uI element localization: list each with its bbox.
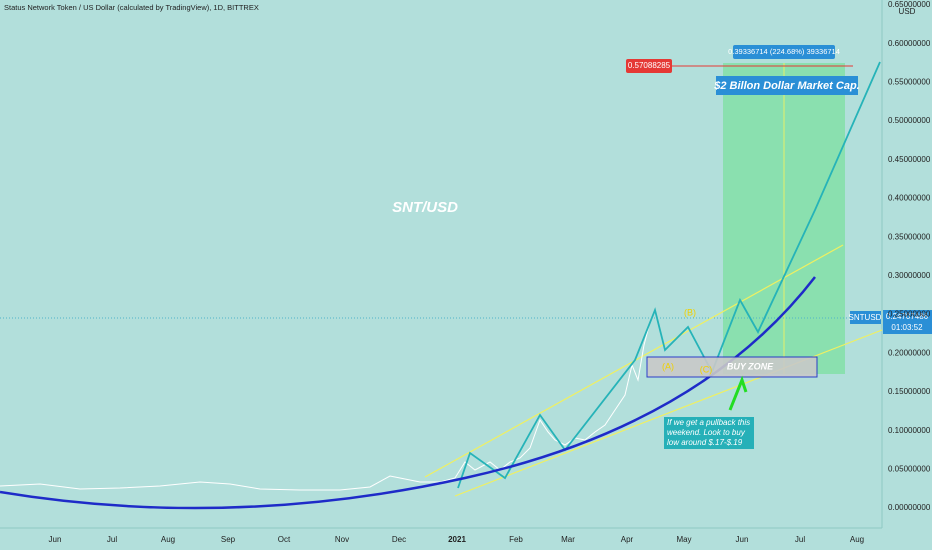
chart-title: Status Network Token / US Dollar (calcul…: [4, 3, 259, 12]
arrow: [728, 375, 748, 411]
price-tick-label: 0.20000000: [888, 348, 931, 357]
wave-label: (A): [662, 361, 674, 371]
time-tick-label: Aug: [161, 535, 175, 544]
channel-lower: [454, 329, 883, 497]
price-tick-label: 0.25000000: [888, 310, 931, 319]
symbol-name: SNTUSD: [849, 313, 882, 322]
symbol-tag: [850, 311, 881, 324]
wave-label: (C): [700, 364, 713, 374]
note-text: low around $.17-$.19: [667, 438, 743, 447]
time-tick-label: Sep: [221, 535, 236, 544]
time-tick-label: Nov: [335, 535, 349, 544]
target-price: 0.57088285: [628, 61, 671, 70]
price-tick-label: 0.10000000: [888, 426, 931, 435]
price-tick-label: 0.30000000: [888, 271, 931, 280]
watermark: SNT/USD: [392, 199, 458, 216]
market-cap-box: [716, 76, 858, 95]
time-tick-label: Jun: [736, 535, 749, 544]
price-series: [0, 309, 656, 491]
time-tick-label: Jun: [49, 535, 62, 544]
time-tick-label: Dec: [392, 535, 406, 544]
countdown: 01:03:52: [891, 323, 923, 332]
price-tick-label: 0.60000000: [888, 39, 931, 48]
note-box: [664, 417, 754, 449]
note-text: If we get a pullback this: [667, 418, 750, 427]
market-cap: $2 Billon Dollar Market Cap.: [713, 80, 859, 92]
range-label: 0.39336714 (224.68%) 39336714: [728, 47, 840, 56]
price-tick-label: 0.45000000: [888, 155, 931, 164]
price-tick-label: 0.55000000: [888, 78, 931, 87]
time-tick-label: 2021: [448, 535, 466, 544]
price-axis-bg: [882, 0, 932, 550]
time-tick-label: Apr: [621, 535, 634, 544]
time-tick-label: Aug: [850, 535, 864, 544]
axes: 0.65000000 0.60000000 0.55000000 0.50000000…: [49, 0, 931, 544]
wave-label: (B): [684, 307, 696, 317]
time-tick-label: Jul: [795, 535, 805, 544]
buy-zone: [646, 356, 818, 378]
time-tick-label: Feb: [509, 535, 523, 544]
target-price-tag: [626, 59, 672, 73]
price-tick-label: 0.00000000: [888, 503, 931, 512]
price-tag: [883, 310, 932, 334]
current-price: 0.24707486: [886, 312, 929, 321]
price-tick-label: 0.15000000: [888, 387, 931, 396]
time-tick-label: Mar: [561, 535, 575, 544]
range-tag: [733, 45, 835, 59]
price-tick-label: 0.65000000: [888, 0, 931, 9]
buy-zone-label: BUY ZONE: [727, 361, 774, 371]
time-tick-label: May: [676, 535, 691, 544]
time-tick-label: Jul: [107, 535, 117, 544]
price-tick-label: 0.05000000: [888, 465, 931, 474]
note-text: weekend. Look to buy: [667, 428, 746, 437]
price-tick-label: 0.50000000: [888, 116, 931, 125]
time-tick-label: Oct: [278, 535, 291, 544]
price-tick-label: 0.40000000: [888, 194, 931, 203]
price-tick-label: 0.35000000: [888, 232, 931, 241]
currency: USD: [899, 7, 916, 16]
